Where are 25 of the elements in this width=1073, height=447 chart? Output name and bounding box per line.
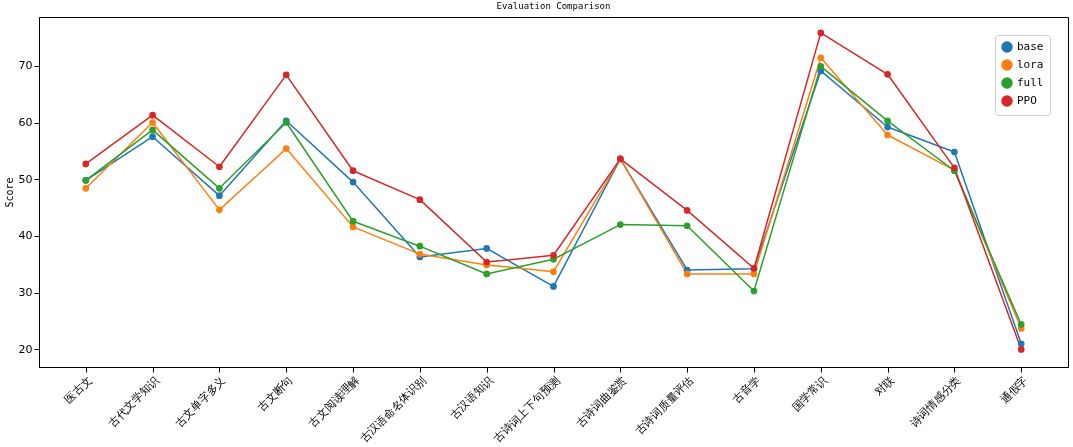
legend-label: PPO — [1017, 94, 1037, 107]
y-tick-label: 20 — [18, 342, 33, 356]
legend-label: full — [1017, 76, 1044, 89]
x-tick-label: 古文阅读理解 — [306, 373, 363, 430]
x-tick-label: 古文单字多义 — [172, 373, 229, 430]
x-tick-label: 医古文 — [62, 373, 95, 407]
x-tick-label: 通假字 — [997, 373, 1031, 407]
y-tick-label: 50 — [18, 172, 33, 186]
x-tick-label: 古诗词质量评估 — [632, 373, 697, 438]
x-tick-label: 诗词情感分类 — [907, 373, 964, 430]
y-axis-title: Score — [3, 177, 15, 208]
legend-label: base — [1017, 40, 1044, 53]
y-tick-label: 70 — [18, 59, 33, 73]
x-tick-label: 古汉语知识 — [447, 373, 496, 422]
y-tick-label: 40 — [18, 229, 33, 243]
x-tick-label: 对联 — [871, 373, 897, 399]
x-tick-label: 古代文学知识 — [105, 373, 162, 430]
x-tick-label: 国学常识 — [789, 373, 830, 415]
x-tick-label: 古文断句 — [254, 373, 296, 415]
chart-title: Evaluation Comparison — [496, 1, 611, 11]
x-tick-label: 古诗词曲鉴赏 — [573, 373, 630, 430]
x-tick-label: 古音学 — [730, 373, 763, 407]
y-tick-label: 30 — [18, 286, 33, 300]
y-tick-label: 60 — [18, 116, 33, 130]
legend-label: lora — [1017, 58, 1044, 71]
